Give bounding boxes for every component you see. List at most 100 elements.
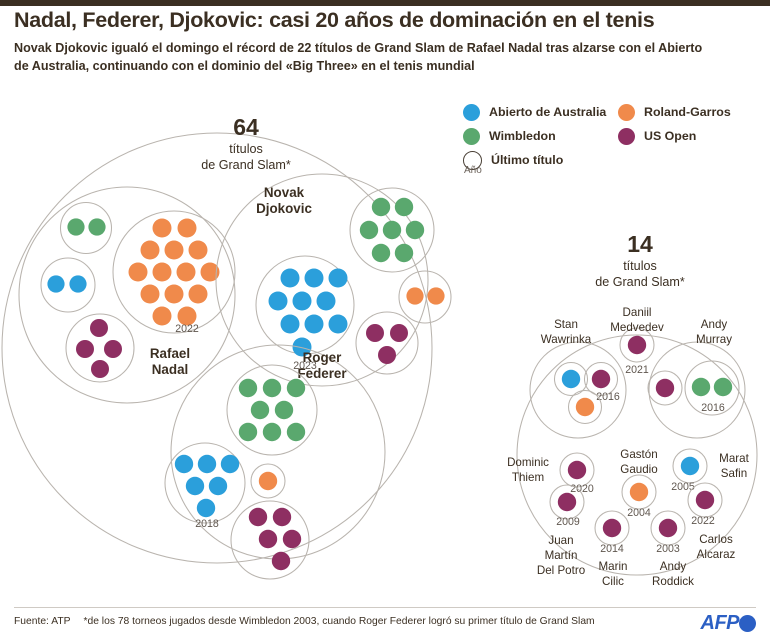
del-potro-label-line3: Del Potro [537, 564, 585, 577]
roddick-label-line2: Roddick [652, 575, 694, 588]
title-dot-us-open [557, 492, 577, 512]
roddick-last-title-year: 2003 [656, 543, 680, 555]
player-group-nadal[interactable]: Rafael Nadal [18, 186, 236, 404]
thiem-last-title-year: 2020 [570, 483, 594, 495]
nadal-us-open-ring [65, 313, 135, 383]
title-dot-wimbledon [238, 422, 258, 442]
title-dot-roland-garros [177, 306, 197, 326]
title-dot-roland-garros [152, 306, 172, 326]
safin-label-line1: Marat [719, 452, 749, 465]
federer-last-title-year: 2018 [195, 518, 219, 530]
title-dot-wimbledon [238, 378, 258, 398]
player-group-thiem[interactable]: Dominic Thiem 2020 [507, 452, 595, 495]
header: Nadal, Federer, Djokovic: casi 20 años d… [14, 8, 756, 75]
djokovic-group-roland-garros [398, 270, 452, 324]
title-dot-roland-garros [406, 287, 424, 305]
title-dot-roland-garros [140, 284, 160, 304]
title-dot-us-open [378, 346, 396, 364]
title-dot-australia [185, 476, 205, 496]
title-dot-us-open [248, 507, 268, 527]
title-dot-roland-garros [177, 218, 197, 238]
wawrinka-ring [529, 341, 627, 439]
player-group-gaudio[interactable]: Gastón Gaudio 2004 [620, 448, 657, 519]
player-group-del-potro[interactable]: 2009 Juan Martín Del Potro [537, 484, 585, 577]
footer-source: Fuente: ATP [14, 616, 71, 627]
player-group-djokovic[interactable]: Novak Djokovic 2023 [215, 173, 452, 387]
title-dot-wimbledon [250, 400, 270, 420]
afp-logo-dot-icon [739, 615, 756, 632]
murray-last-title-year: 2016 [701, 402, 725, 414]
title-dot-australia [280, 268, 300, 288]
title-dot-us-open [271, 551, 291, 571]
title-dot-roland-garros [140, 240, 160, 260]
player-group-cilic[interactable]: 2014 Marin Cilic [594, 510, 630, 588]
player-group-wawrinka[interactable]: Stan Wawrinka 2016 [529, 318, 627, 439]
del-potro-label-line1: Juan [548, 534, 573, 547]
title-dot-australia [680, 456, 700, 476]
title-dot-wimbledon [382, 220, 402, 240]
title-dot-us-open [658, 518, 678, 538]
title-dot-australia [561, 369, 581, 389]
legend-item-roland-garros: Roland-Garros [618, 103, 731, 121]
federer-wimbledon-ring [226, 364, 318, 456]
player-group-alcaraz[interactable]: 2022 Carlos Alcaraz [687, 482, 736, 561]
medvedev-label-line2: Medvedev [610, 321, 664, 334]
title-dot-wimbledon [405, 220, 425, 240]
title-dot-us-open [627, 335, 647, 355]
legend-year-caption: Año [464, 165, 482, 176]
alcaraz-label-line2: Alcaraz [697, 548, 736, 561]
gaudio-label-line2: Gaudio [620, 463, 657, 476]
nadal-group-us-open [65, 313, 135, 383]
title-dot-us-open [602, 518, 622, 538]
roddick-ring [650, 510, 686, 546]
footer-divider [14, 607, 756, 608]
title-dot-australia [69, 275, 87, 293]
title-dot-us-open [366, 324, 384, 342]
title-dot-roland-garros [152, 218, 172, 238]
title-dot-us-open [258, 529, 278, 549]
federer-group-us-open [230, 500, 310, 580]
title-dot-us-open [591, 369, 611, 389]
title-dot-roland-garros [176, 262, 196, 282]
alcaraz-last-title-year: 2022 [691, 515, 715, 527]
title-dot-us-open [104, 340, 122, 358]
big-three-total: 64 [233, 114, 259, 140]
safin-last-title-year: 2005 [671, 481, 695, 493]
page-title: Nadal, Federer, Djokovic: casi 20 años d… [14, 8, 655, 32]
gaudio-last-title-year: 2004 [627, 507, 651, 519]
gaudio-label-line1: Gastón [620, 448, 657, 461]
federer-label-line1: Roger [303, 350, 342, 365]
title-dot-us-open [90, 319, 108, 337]
title-dot-us-open [272, 507, 292, 527]
nadal-group-australia [40, 257, 96, 313]
legend-label-australia: Abierto de Australia [489, 105, 607, 119]
legend-item-last-title: Último título [463, 150, 618, 170]
gaudio-ring [621, 474, 657, 510]
djokovic-label-line2: Djokovic [256, 201, 312, 216]
player-group-federer[interactable]: Roger Federer 2018 [164, 344, 386, 580]
australia-color-dot-icon [463, 103, 480, 121]
title-dot-roland-garros [575, 397, 595, 417]
player-group-medvedev[interactable]: Daniil Medvedev 2021 [610, 306, 664, 376]
player-group-roddick[interactable]: 2003 Andy Roddick [650, 510, 694, 588]
title-dot-wimbledon [691, 377, 711, 397]
title-dot-wimbledon [394, 197, 414, 217]
title-dot-australia [304, 268, 324, 288]
title-dot-roland-garros [258, 471, 278, 491]
title-dot-wimbledon [371, 197, 391, 217]
title-dot-australia [292, 337, 312, 357]
player-group-safin[interactable]: Marat Safin 2005 [671, 448, 750, 493]
federer-group-roland-garros [250, 463, 286, 499]
title-dot-wimbledon [286, 422, 306, 442]
grand-slam-bubble-chart: 64 títulos de Grand Slam* Rafael Nadal [1, 114, 758, 588]
afp-logo: AFP [701, 612, 756, 635]
title-dot-australia [174, 454, 194, 474]
player-group-murray[interactable]: Andy Murray 2016 [647, 318, 746, 439]
djokovic-group-us-open [355, 311, 419, 375]
wawrinka-label-line2: Wawrinka [541, 333, 592, 346]
safin-ring [672, 448, 708, 484]
title-dot-australia [220, 454, 240, 474]
title-dot-australia [268, 291, 288, 311]
djokovic-roland-garros-ring [398, 270, 452, 324]
big-three-total-line2: de Grand Slam* [201, 158, 291, 172]
